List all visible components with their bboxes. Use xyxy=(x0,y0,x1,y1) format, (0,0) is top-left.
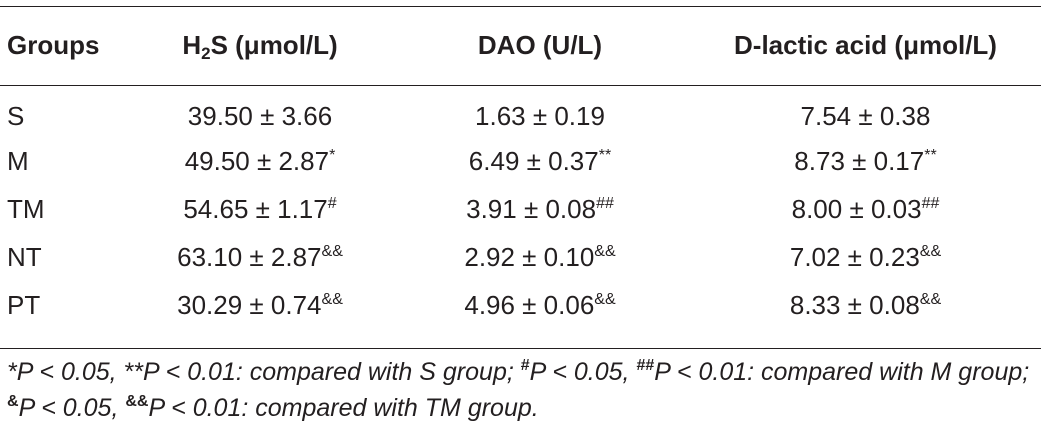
cell-dao-mark: ** xyxy=(598,146,612,164)
header-h2s-prefix: H xyxy=(182,30,202,60)
cell-dlactic: 8.73 ± 0.17** xyxy=(690,137,1041,185)
cell-group: PT xyxy=(7,289,41,320)
cell-dlactic: 8.00 ± 0.03## xyxy=(690,185,1041,233)
cell-group: NT xyxy=(7,241,42,272)
cell-h2s-value: 63.10 ± 2.87 xyxy=(177,241,322,272)
header-h2s: H2S (μmol/L) xyxy=(130,6,390,85)
cell-dlactic-value: 8.00 ± 0.03 xyxy=(791,193,922,224)
table-header: Groups H2S (μmol/L) DAO (U/L) D-lactic a… xyxy=(0,6,1041,85)
cell-dao-value: 6.49 ± 0.37 xyxy=(468,145,599,176)
cell-dao-mark: && xyxy=(594,290,616,308)
cell-group: TM xyxy=(7,193,45,224)
cell-dao: 4.96 ± 0.06&& xyxy=(390,281,690,329)
cell-dao-value: 2.92 ± 0.10 xyxy=(464,241,595,272)
footnote-part5: P < 0.01: compared with TM group. xyxy=(148,394,539,422)
cell-h2s: 39.50 ± 3.66 xyxy=(130,85,390,137)
cell-h2s: 30.29 ± 0.74&& xyxy=(130,281,390,329)
header-dao: DAO (U/L) xyxy=(477,30,603,60)
table-row: PT 30.29 ± 0.74&& 4.96 ± 0.06&& 8.33 ± 0… xyxy=(0,281,1041,329)
cell-dlactic-mark: ** xyxy=(924,146,937,164)
cell-dlactic: 7.54 ± 0.38 xyxy=(690,85,1041,137)
cell-dlactic-value: 8.33 ± 0.08 xyxy=(789,289,920,320)
table-top-rule xyxy=(0,6,1041,7)
table-row: TM 54.65 ± 1.17# 3.91 ± 0.08## 8.00 ± 0.… xyxy=(0,185,1041,233)
footnote-part4: P < 0.05, xyxy=(18,394,126,422)
cell-dao-mark: && xyxy=(594,242,616,260)
cell-h2s: 63.10 ± 2.87&& xyxy=(130,233,390,281)
cell-dao-value: 1.63 ± 0.19 xyxy=(475,100,605,131)
table-footnote: *P < 0.05, **P < 0.01: compared with S g… xyxy=(7,354,1037,426)
table-bottom-rule xyxy=(0,348,1041,349)
cell-dlactic-mark: ## xyxy=(921,194,940,212)
header-dlactic: D-lactic acid (μmol/L) xyxy=(734,30,997,60)
footnote-part1: *P < 0.05, **P < 0.01: compared with S g… xyxy=(7,358,521,386)
cell-dao-mark: ## xyxy=(596,194,614,212)
cell-h2s-value: 30.29 ± 0.74 xyxy=(177,289,322,320)
footnote-mark-hash: # xyxy=(520,357,530,374)
cell-dlactic-mark: && xyxy=(919,242,942,260)
header-h2s-subscript: 2 xyxy=(201,44,211,63)
footnote-part3: P < 0.01: compared with M group; xyxy=(654,358,1030,386)
results-table: Groups H2S (μmol/L) DAO (U/L) D-lactic a… xyxy=(0,6,1041,329)
footnote-mark-double-hash: ## xyxy=(636,357,655,374)
table-body: S 39.50 ± 3.66 1.63 ± 0.19 7.54 ± 0.38 M… xyxy=(0,85,1041,329)
cell-dlactic-mark: && xyxy=(919,290,942,308)
cell-h2s: 54.65 ± 1.17# xyxy=(130,185,390,233)
cell-h2s-value: 39.50 ± 3.66 xyxy=(187,100,333,131)
cell-dao-value: 3.91 ± 0.08 xyxy=(466,193,597,224)
cell-group: M xyxy=(7,145,29,176)
cell-dao: 2.92 ± 0.10&& xyxy=(390,233,690,281)
table-header-rule xyxy=(0,85,1041,86)
cell-group: S xyxy=(7,100,25,131)
cell-dao-value: 4.96 ± 0.06 xyxy=(464,289,595,320)
cell-dao: 6.49 ± 0.37** xyxy=(390,137,690,185)
header-row: Groups H2S (μmol/L) DAO (U/L) D-lactic a… xyxy=(0,6,1041,85)
table-row: NT 63.10 ± 2.87&& 2.92 ± 0.10&& 7.02 ± 0… xyxy=(0,233,1041,281)
cell-h2s-mark: && xyxy=(321,290,343,308)
cell-h2s-mark: # xyxy=(327,194,337,212)
footnote-part2: P < 0.05, xyxy=(529,358,637,386)
table-row: M 49.50 ± 2.87* 6.49 ± 0.37** 8.73 ± 0.1… xyxy=(0,137,1041,185)
cell-dlactic-value: 7.54 ± 0.38 xyxy=(800,100,931,131)
cell-dlactic: 8.33 ± 0.08&& xyxy=(690,281,1041,329)
cell-h2s-mark: * xyxy=(329,146,336,164)
footnote-mark-double-amp: && xyxy=(125,393,149,410)
cell-dlactic-value: 8.73 ± 0.17 xyxy=(794,145,925,176)
cell-dao: 3.91 ± 0.08## xyxy=(390,185,690,233)
footnote-mark-amp: & xyxy=(7,393,19,410)
cell-h2s-value: 54.65 ± 1.17 xyxy=(183,193,328,224)
cell-h2s-mark: && xyxy=(321,242,343,260)
header-groups: Groups xyxy=(7,30,100,60)
header-h2s-suffix: S (μmol/L) xyxy=(210,30,338,60)
cell-h2s-value: 49.50 ± 2.87 xyxy=(184,145,330,176)
cell-dlactic: 7.02 ± 0.23&& xyxy=(690,233,1041,281)
cell-dlactic-value: 7.02 ± 0.23 xyxy=(789,241,920,272)
cell-dao: 1.63 ± 0.19 xyxy=(390,85,690,137)
cell-h2s: 49.50 ± 2.87* xyxy=(130,137,390,185)
table-row: S 39.50 ± 3.66 1.63 ± 0.19 7.54 ± 0.38 xyxy=(0,85,1041,137)
